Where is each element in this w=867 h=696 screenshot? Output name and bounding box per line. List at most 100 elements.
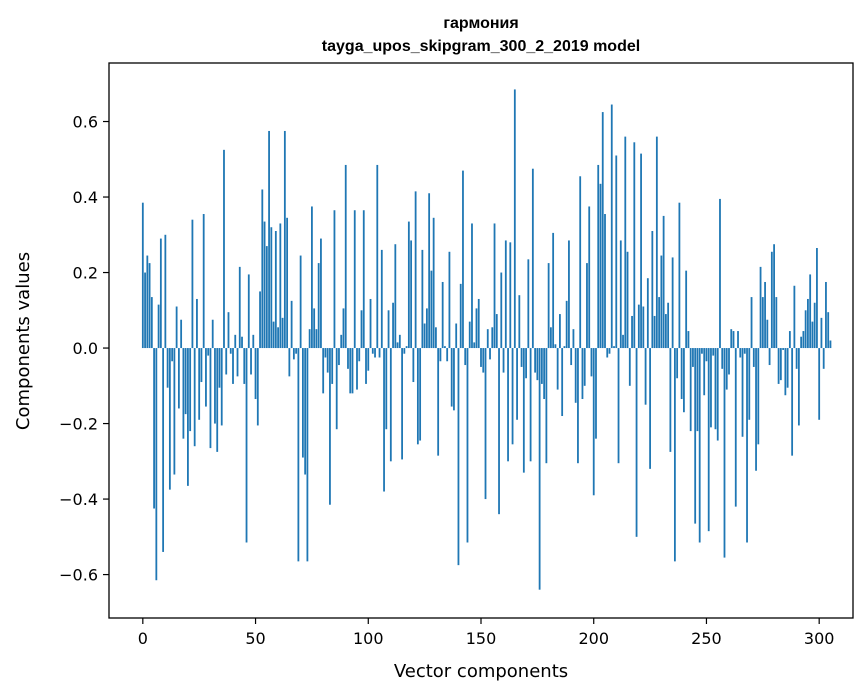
bar bbox=[540, 348, 543, 384]
bar bbox=[534, 348, 537, 373]
bar bbox=[676, 348, 679, 379]
bar bbox=[241, 336, 243, 349]
bar bbox=[299, 255, 302, 349]
bar bbox=[617, 348, 620, 464]
bar bbox=[480, 348, 482, 367]
bar bbox=[822, 348, 825, 369]
bar bbox=[775, 297, 778, 349]
bar bbox=[351, 348, 354, 394]
bar bbox=[755, 348, 757, 471]
bar bbox=[619, 240, 622, 349]
bar bbox=[259, 291, 261, 349]
bar bbox=[338, 348, 340, 366]
bar bbox=[565, 300, 568, 349]
bar bbox=[773, 244, 775, 349]
bar bbox=[308, 329, 311, 349]
bar bbox=[766, 319, 769, 349]
bar bbox=[516, 348, 518, 420]
bar bbox=[365, 348, 367, 384]
bar bbox=[292, 348, 295, 360]
bar bbox=[272, 321, 275, 349]
bar bbox=[498, 348, 500, 515]
x-tick-label: 50 bbox=[245, 629, 265, 648]
bar bbox=[583, 348, 586, 386]
bar bbox=[477, 298, 480, 349]
bar bbox=[649, 348, 651, 469]
bar bbox=[655, 136, 658, 349]
bar bbox=[180, 319, 183, 349]
x-axis: 0 50 100 150 200 250 300 bbox=[138, 618, 834, 648]
bar bbox=[356, 348, 358, 390]
chart-title: гармония bbox=[443, 15, 518, 32]
bar bbox=[252, 334, 255, 349]
bar bbox=[522, 348, 525, 473]
bar bbox=[198, 348, 201, 420]
bar bbox=[779, 348, 782, 381]
bar bbox=[414, 191, 417, 349]
bar bbox=[743, 348, 746, 354]
bar bbox=[320, 238, 322, 349]
bar bbox=[761, 297, 764, 349]
bar bbox=[430, 270, 433, 349]
bar bbox=[311, 206, 313, 349]
bar bbox=[159, 238, 162, 349]
bar bbox=[615, 155, 618, 349]
bar bbox=[173, 348, 176, 475]
x-tick-label: 200 bbox=[578, 629, 609, 648]
bar bbox=[493, 223, 496, 349]
bar bbox=[216, 348, 219, 452]
bar bbox=[383, 348, 385, 492]
bar bbox=[531, 168, 534, 349]
bar bbox=[419, 348, 422, 441]
bar bbox=[502, 348, 505, 373]
bar bbox=[703, 348, 706, 396]
bar bbox=[385, 348, 388, 430]
bar bbox=[162, 348, 165, 552]
bar bbox=[734, 348, 737, 507]
bar bbox=[175, 306, 178, 349]
bar bbox=[171, 348, 174, 362]
bar bbox=[223, 149, 225, 349]
bar bbox=[344, 164, 347, 349]
bar bbox=[421, 249, 424, 349]
bar bbox=[827, 312, 830, 349]
bar bbox=[581, 348, 584, 400]
y-tick-label: 0.6 bbox=[73, 113, 98, 132]
bar bbox=[441, 281, 444, 349]
bar bbox=[187, 348, 189, 486]
bar bbox=[604, 214, 606, 349]
bar bbox=[211, 319, 214, 349]
bar bbox=[820, 317, 823, 349]
bar bbox=[286, 217, 289, 349]
bars-group bbox=[141, 89, 832, 590]
bar bbox=[232, 348, 234, 384]
x-axis-label: Vector components bbox=[394, 661, 568, 682]
bar bbox=[290, 300, 293, 349]
bar bbox=[586, 263, 588, 349]
bar bbox=[326, 348, 329, 373]
bar bbox=[200, 348, 203, 383]
bar bbox=[193, 348, 196, 447]
bar bbox=[486, 329, 489, 349]
bar bbox=[405, 346, 408, 349]
bar bbox=[579, 176, 582, 349]
bar bbox=[671, 257, 674, 349]
bar bbox=[660, 255, 663, 349]
bar bbox=[809, 274, 812, 349]
x-tick-label: 150 bbox=[466, 629, 497, 648]
bar bbox=[182, 348, 185, 439]
bar bbox=[297, 348, 300, 562]
bar bbox=[628, 348, 631, 386]
bar bbox=[784, 348, 787, 396]
bar bbox=[804, 310, 807, 349]
bar bbox=[613, 346, 615, 349]
bar bbox=[793, 285, 796, 349]
bar bbox=[462, 170, 464, 349]
bar bbox=[322, 348, 325, 394]
bar bbox=[331, 348, 334, 384]
bar bbox=[631, 315, 633, 349]
bar bbox=[563, 346, 566, 349]
bar bbox=[642, 306, 645, 349]
bar bbox=[243, 348, 246, 384]
bar bbox=[673, 348, 676, 562]
